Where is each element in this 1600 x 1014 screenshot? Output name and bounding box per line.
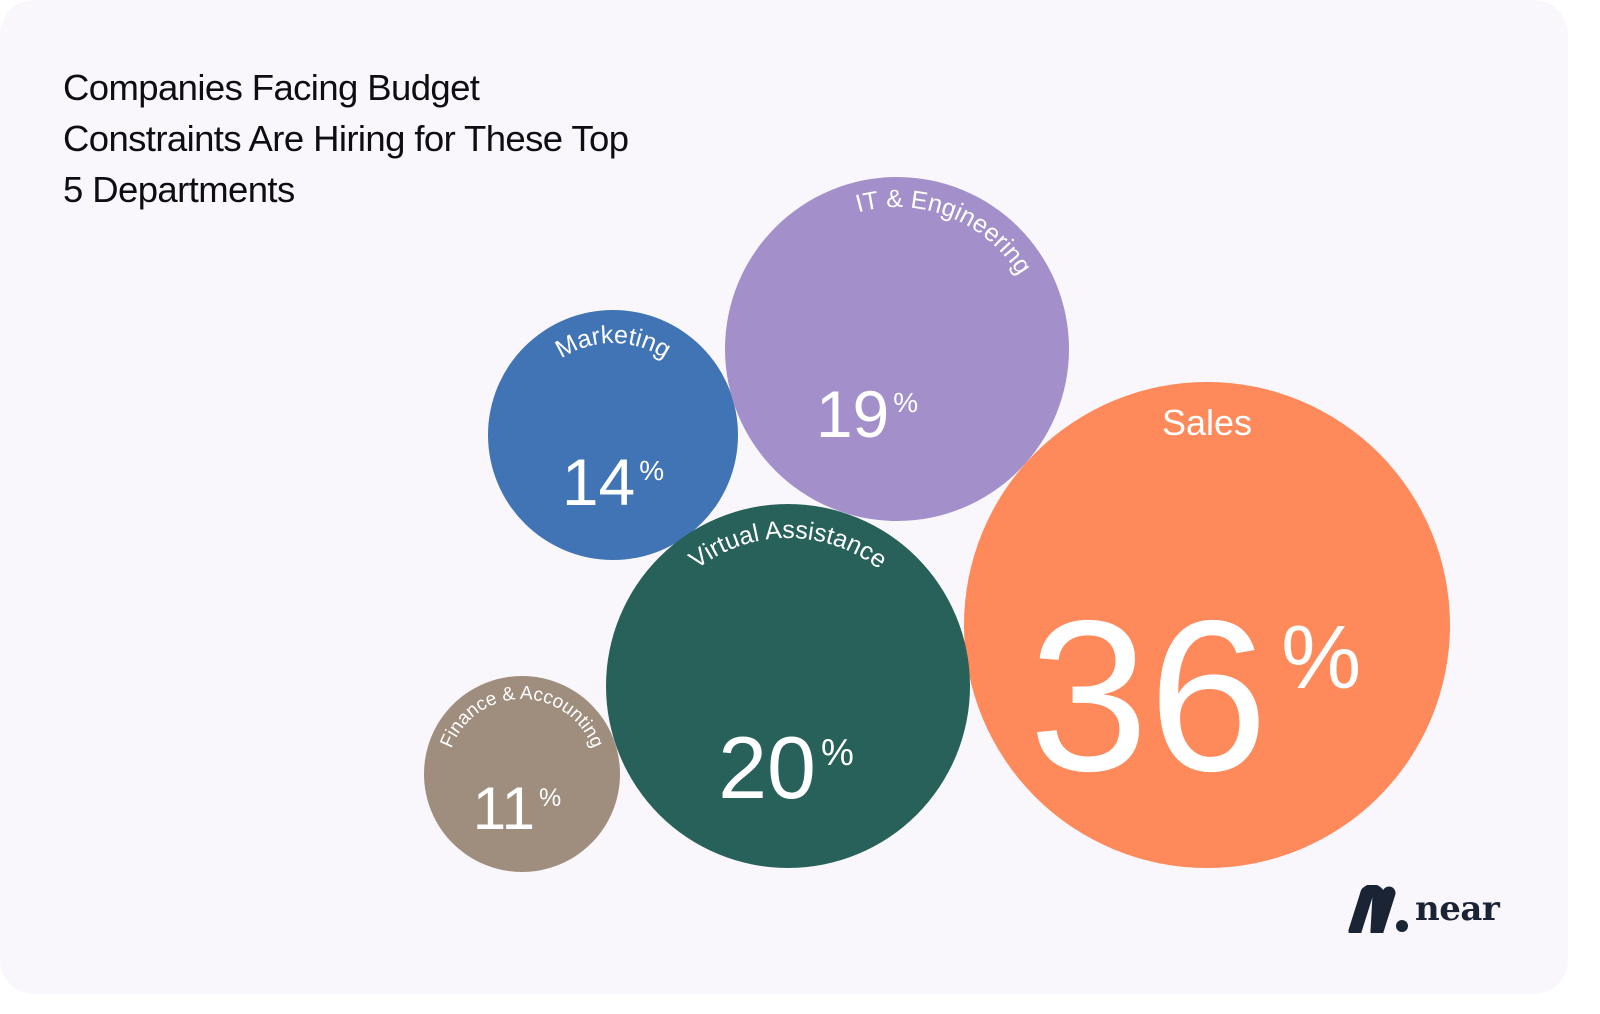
infographic-card: Companies Facing Budget Constraints Are … xyxy=(63,62,1500,934)
chart-title: Companies Facing Budget Constraints Are … xyxy=(63,62,743,215)
near-logo-text: near xyxy=(1415,889,1500,929)
bubble-finance-and-accounting-value: 11% xyxy=(473,775,562,842)
bubble-sales-value: 36% xyxy=(1029,575,1361,816)
chart-title-line-2: Constraints Are Hiring for These Top xyxy=(63,118,629,159)
near-logo-mark-icon xyxy=(1348,885,1408,933)
bubble-virtual-assistance-value: 20% xyxy=(718,718,854,817)
bubble-it-and-engineering-value: 19% xyxy=(816,377,918,451)
bubble-sales-circle xyxy=(964,382,1450,868)
bubble-it-and-engineering-circle xyxy=(725,177,1069,521)
bubble-finance-and-accounting-circle xyxy=(424,676,620,872)
chart-title-line-1: Companies Facing Budget xyxy=(63,67,480,108)
near-logo: near xyxy=(1343,884,1500,934)
bubble-marketing-value: 14% xyxy=(562,445,664,519)
bubble-virtual-assistance-circle xyxy=(606,504,970,868)
bubble-sales: Sales 36% xyxy=(964,382,1450,868)
bubble-marketing-circle xyxy=(488,310,738,560)
bubble-sales-label: Sales xyxy=(1162,402,1252,443)
chart-title-line-3: 5 Departments xyxy=(63,169,295,210)
